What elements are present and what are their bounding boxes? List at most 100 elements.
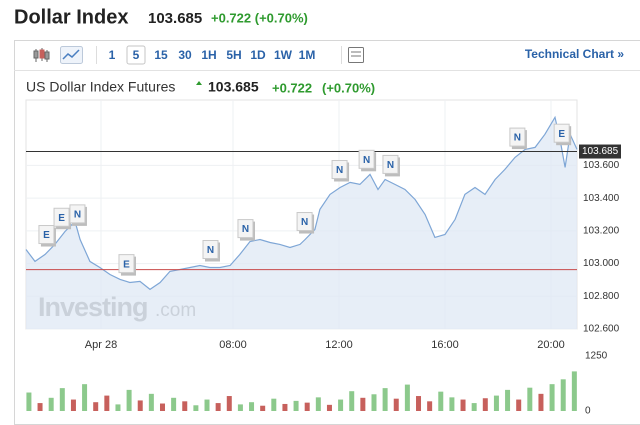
interval-button[interactable]: 1M <box>299 48 316 62</box>
x-tick-label: 12:00 <box>325 339 353 351</box>
y-tick-label: 102.800 <box>583 291 620 302</box>
y-tick-label: 103.200 <box>583 225 620 236</box>
volume-bar <box>416 396 422 411</box>
event-label: N <box>387 160 394 171</box>
header-price: 103.685 <box>148 10 202 27</box>
volume-bar <box>349 391 355 411</box>
last-price-box <box>579 144 621 159</box>
event-marker-face <box>382 154 399 174</box>
event-label: E <box>123 259 130 270</box>
y-tick-label: 102.600 <box>583 324 620 335</box>
event-label: N <box>242 224 249 235</box>
interval-button[interactable]: 5H <box>226 48 241 62</box>
volume-bar <box>126 389 132 411</box>
event-marker-face <box>358 149 375 169</box>
chart-price: 103.685 <box>208 79 259 95</box>
header-change: +0.722 (+0.70%) <box>211 10 308 25</box>
volume-bar <box>438 391 444 411</box>
volume-bar <box>237 404 243 411</box>
volume-bar <box>93 402 99 411</box>
volume-bar <box>260 405 266 411</box>
event-marker-face <box>118 254 135 274</box>
x-tick-label: 08:00 <box>219 339 247 351</box>
active-interval-box <box>126 45 146 65</box>
volume-bar <box>282 403 288 411</box>
volume-bar <box>48 397 54 411</box>
volume-bar <box>226 396 232 411</box>
volume-bar <box>527 387 533 411</box>
volume-bar <box>505 389 511 411</box>
event-label: N <box>74 210 81 221</box>
settings-icon[interactable] <box>341 46 364 64</box>
event-marker-face <box>331 160 348 180</box>
volume-bar <box>59 388 65 411</box>
volume-bar <box>82 384 88 411</box>
interval-button[interactable]: 1D <box>250 48 266 62</box>
interval-button[interactable]: 15 <box>154 48 168 62</box>
volume-bar <box>315 397 321 411</box>
volume-bar <box>37 403 43 411</box>
event-marker-face <box>509 127 526 147</box>
area <box>26 117 577 329</box>
up-arrow <box>196 81 202 85</box>
y-tick-label: 103.600 <box>583 160 620 171</box>
y-tick-label: 103.400 <box>583 193 620 204</box>
volume-bar <box>382 388 388 411</box>
technical-chart-link[interactable]: Technical Chart » <box>525 47 624 61</box>
volume-bar <box>70 399 76 411</box>
volume-bar <box>538 393 544 411</box>
volume-bar <box>115 404 121 411</box>
volume-bar <box>215 403 221 411</box>
event-marker-face <box>553 123 570 143</box>
interval-button[interactable]: 1 <box>109 48 116 62</box>
volume-bar <box>360 397 366 411</box>
volume-tick-label: 1250 <box>585 351 608 362</box>
candle-icon[interactable] <box>33 48 50 62</box>
volume-bar <box>516 399 522 411</box>
x-tick-label: Apr 28 <box>85 339 117 351</box>
volume-bar <box>449 397 455 411</box>
page-title: Dollar Index <box>14 6 128 28</box>
event-label: E <box>58 213 65 224</box>
volume-bar <box>427 401 433 411</box>
interval-button[interactable]: 30 <box>178 48 192 62</box>
volume-bar <box>171 397 177 411</box>
volume-bar <box>326 404 332 411</box>
volume-bar <box>137 400 143 411</box>
event-label: N <box>363 155 370 166</box>
volume-bar <box>560 379 566 411</box>
event-label: N <box>336 165 343 176</box>
event-marker-face <box>38 225 55 245</box>
volume-bar <box>338 399 344 411</box>
volume-bar <box>293 400 299 411</box>
volume-bar <box>249 402 255 411</box>
last-price-label: 103.685 <box>582 146 619 157</box>
volume-bar <box>304 402 310 411</box>
area-icon[interactable] <box>60 46 83 64</box>
event-marker-face <box>202 239 219 259</box>
volume-bar <box>571 371 577 411</box>
interval-button[interactable]: 1W <box>274 48 293 62</box>
volume-bar <box>104 395 110 411</box>
volume-bar <box>393 398 399 411</box>
x-tick-label: 20:00 <box>537 339 565 351</box>
volume-bar <box>460 399 466 411</box>
volume-bar <box>182 401 188 411</box>
volume-bar <box>159 403 165 411</box>
price-line <box>25 115 578 291</box>
event-marker-face <box>237 219 254 239</box>
volume-tick-label: 0 <box>585 406 591 417</box>
volume-bar <box>148 393 154 411</box>
chart-title: US Dollar Index Futures <box>26 79 175 95</box>
event-label: E <box>43 230 50 241</box>
volume-bar <box>204 399 210 411</box>
interval-button[interactable]: 1H <box>201 48 216 62</box>
volume-bar <box>271 398 277 411</box>
volume-bar <box>371 394 377 411</box>
volume-bar <box>549 384 555 411</box>
interval-button[interactable]: 5 <box>133 48 140 62</box>
event-label: N <box>207 245 214 256</box>
volume-bar <box>404 384 410 411</box>
